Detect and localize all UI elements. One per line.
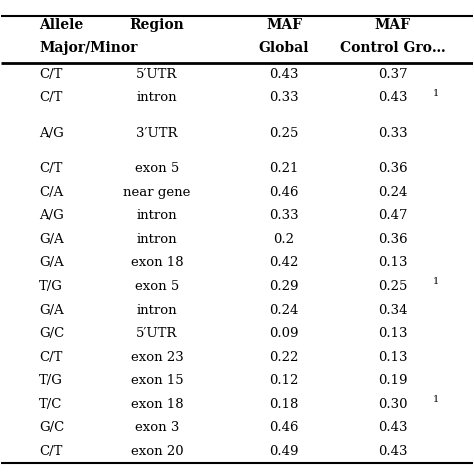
Text: 0.22: 0.22 xyxy=(269,351,299,364)
Text: Global: Global xyxy=(259,41,310,55)
Text: MAF: MAF xyxy=(374,18,410,32)
Text: 0.43: 0.43 xyxy=(378,445,407,458)
Text: T/G: T/G xyxy=(39,374,63,387)
Text: 0.2: 0.2 xyxy=(273,233,295,246)
Text: 1: 1 xyxy=(433,277,439,286)
Text: exon 20: exon 20 xyxy=(130,445,183,458)
Text: 0.36: 0.36 xyxy=(378,233,407,246)
Text: G/A: G/A xyxy=(39,233,64,246)
Text: exon 18: exon 18 xyxy=(130,398,183,411)
Text: 0.24: 0.24 xyxy=(378,186,407,199)
Text: 5′UTR: 5′UTR xyxy=(136,68,178,81)
Text: G/A: G/A xyxy=(39,303,64,317)
Text: 5′UTR: 5′UTR xyxy=(136,327,178,340)
Text: G/A: G/A xyxy=(39,256,64,269)
Text: exon 3: exon 3 xyxy=(135,421,179,434)
Text: 0.43: 0.43 xyxy=(269,68,299,81)
Text: C/T: C/T xyxy=(39,351,63,364)
Text: 0.43: 0.43 xyxy=(378,421,407,434)
Text: Control Gro…: Control Gro… xyxy=(340,41,446,55)
Text: C/T: C/T xyxy=(39,91,63,104)
Text: 0.21: 0.21 xyxy=(269,162,299,175)
Text: exon 15: exon 15 xyxy=(130,374,183,387)
Text: C/T: C/T xyxy=(39,445,63,458)
Text: 0.12: 0.12 xyxy=(269,374,299,387)
Text: 0.36: 0.36 xyxy=(378,162,407,175)
Text: 0.33: 0.33 xyxy=(269,91,299,104)
Text: 0.25: 0.25 xyxy=(269,127,299,140)
Text: intron: intron xyxy=(137,233,177,246)
Text: intron: intron xyxy=(137,303,177,317)
Text: G/C: G/C xyxy=(39,327,64,340)
Text: 0.46: 0.46 xyxy=(269,186,299,199)
Text: 0.46: 0.46 xyxy=(269,421,299,434)
Text: 0.47: 0.47 xyxy=(378,210,407,222)
Text: 1: 1 xyxy=(433,395,439,404)
Text: 0.33: 0.33 xyxy=(269,210,299,222)
Text: exon 23: exon 23 xyxy=(130,351,183,364)
Text: 1: 1 xyxy=(433,89,439,98)
Text: 0.37: 0.37 xyxy=(378,68,407,81)
Text: Major/Minor: Major/Minor xyxy=(39,41,137,55)
Text: 0.49: 0.49 xyxy=(269,445,299,458)
Text: near gene: near gene xyxy=(123,186,191,199)
Text: 0.30: 0.30 xyxy=(378,398,407,411)
Text: G/C: G/C xyxy=(39,421,64,434)
Text: intron: intron xyxy=(137,91,177,104)
Text: C/A: C/A xyxy=(39,186,64,199)
Text: C/T: C/T xyxy=(39,68,63,81)
Text: Region: Region xyxy=(129,18,184,32)
Text: 0.18: 0.18 xyxy=(269,398,299,411)
Text: intron: intron xyxy=(137,210,177,222)
Text: exon 5: exon 5 xyxy=(135,280,179,293)
Text: A/G: A/G xyxy=(39,127,64,140)
Text: 0.13: 0.13 xyxy=(378,351,407,364)
Text: T/C: T/C xyxy=(39,398,63,411)
Text: C/T: C/T xyxy=(39,162,63,175)
Text: MAF: MAF xyxy=(266,18,302,32)
Text: A/G: A/G xyxy=(39,210,64,222)
Text: 3′UTR: 3′UTR xyxy=(136,127,178,140)
Text: 0.42: 0.42 xyxy=(269,256,299,269)
Text: 0.25: 0.25 xyxy=(378,280,407,293)
Text: exon 18: exon 18 xyxy=(130,256,183,269)
Text: 0.19: 0.19 xyxy=(378,374,407,387)
Text: T/G: T/G xyxy=(39,280,63,293)
Text: 0.13: 0.13 xyxy=(378,327,407,340)
Text: 0.13: 0.13 xyxy=(378,256,407,269)
Text: exon 5: exon 5 xyxy=(135,162,179,175)
Text: 0.09: 0.09 xyxy=(269,327,299,340)
Text: 0.33: 0.33 xyxy=(378,127,407,140)
Text: 0.34: 0.34 xyxy=(378,303,407,317)
Text: 0.43: 0.43 xyxy=(378,91,407,104)
Text: 0.24: 0.24 xyxy=(269,303,299,317)
Text: 0.29: 0.29 xyxy=(269,280,299,293)
Text: Allele: Allele xyxy=(39,18,83,32)
